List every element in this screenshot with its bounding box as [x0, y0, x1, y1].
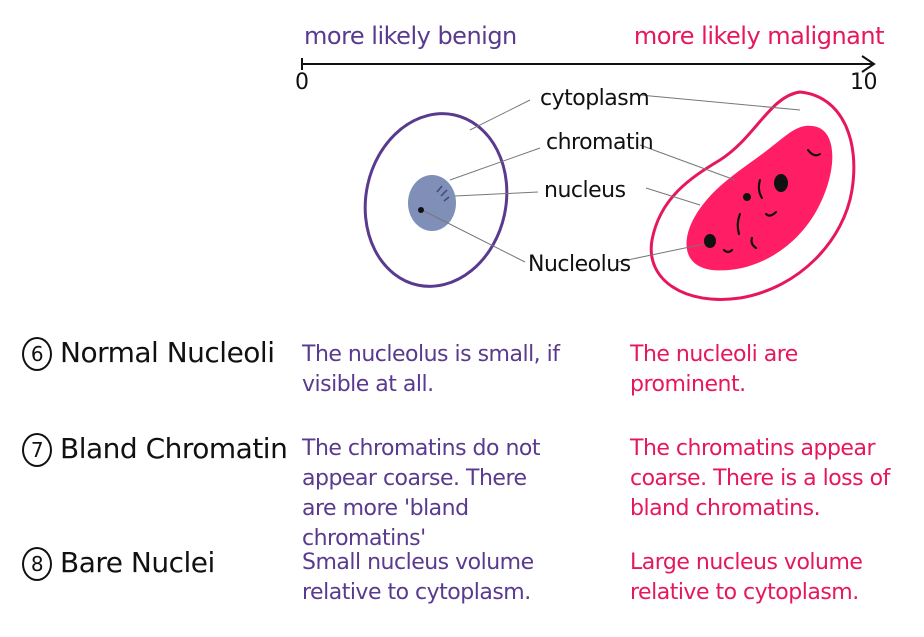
label-leaders [423, 94, 801, 263]
malignant-cytoplasm-nucleus [686, 125, 833, 271]
benign-chromatin-strands [436, 185, 450, 202]
scale-left-label: more likely benign [304, 22, 517, 50]
criterion-8-number: 8 [22, 547, 52, 581]
criterion-6-benign: The nucleolus is small, if visible at al… [302, 342, 560, 397]
label-nucleus: nucleus [544, 178, 626, 203]
malignant-cell-membrane [649, 90, 856, 301]
criterion-6-number: 6 [22, 337, 52, 371]
criterion-7-number: 7 [22, 433, 52, 467]
label-cytoplasm: cytoplasm [540, 86, 650, 111]
benign-nucleus [408, 175, 456, 231]
criterion-6-malignant: The nucleoli are prominent. [630, 342, 798, 397]
benign-nucleolus [418, 207, 424, 213]
malignant-nucleoli [704, 174, 788, 248]
criterion-8-malignant: Large nucleus volume relative to cytopla… [630, 550, 863, 605]
criterion-7-name: Bland Chromatin [60, 432, 288, 465]
criterion-7-malignant: The chromatins appear coarse. There is a… [630, 436, 890, 521]
criterion-8-name: Bare Nuclei [60, 546, 215, 579]
criterion-7-title: 7 Bland Chromatin [22, 432, 288, 467]
benign-cell-membrane [363, 112, 509, 288]
criterion-8-benign: Small nucleus volume relative to cytopla… [302, 550, 534, 605]
scale-min-label: 0 [295, 70, 309, 95]
criterion-6-title: 6 Normal Nucleoli [22, 336, 275, 371]
scale-arrow-head [861, 55, 876, 73]
scale-right-label: more likely malignant [633, 22, 885, 50]
scale-max-label: 10 [850, 70, 878, 95]
label-chromatin: chromatin [546, 130, 654, 155]
malignant-chromatin-strands [722, 148, 822, 254]
criterion-8-title: 8 Bare Nuclei [22, 546, 215, 581]
criterion-7-benign: The chromatins do not appear coarse. The… [302, 436, 540, 551]
criterion-6-name: Normal Nucleoli [60, 336, 275, 369]
label-nucleolus: Nucleolus [528, 252, 631, 277]
